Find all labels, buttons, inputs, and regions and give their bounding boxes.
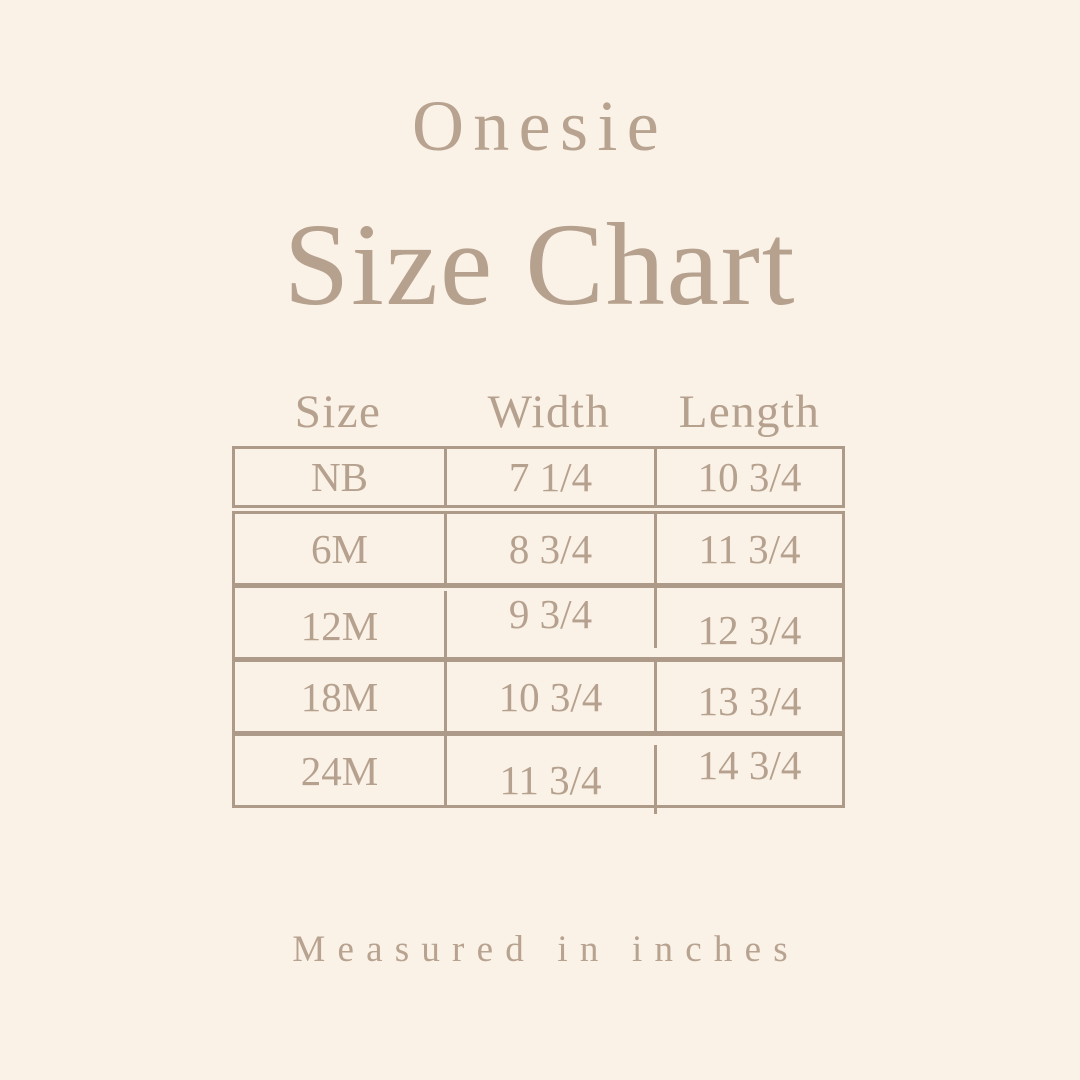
table-header-row: Size Width Length <box>232 383 845 441</box>
table-row-6m: 6M 8 3/4 11 3/4 <box>232 511 845 586</box>
cell-24m-size: 24M <box>235 736 447 805</box>
cell-nb-size: NB <box>235 449 447 505</box>
cell-12m-width: 9 3/4 <box>447 579 657 648</box>
table-row-24m: 24M 11 3/4 14 3/4 <box>232 733 845 814</box>
cell-6m-size: 6M <box>235 514 447 583</box>
cell-6m-length: 11 3/4 <box>698 525 801 572</box>
table-row-18m: 18M 10 3/4 13 3/4 <box>232 659 845 734</box>
column-header-length: Length <box>678 386 821 438</box>
page-title-size-chart: Size Chart <box>283 199 797 330</box>
cell-6m-width: 8 3/4 <box>447 514 657 583</box>
cell-18m-length: 13 3/4 <box>697 677 802 724</box>
cell-12m-length: 12 3/4 <box>697 606 802 653</box>
subtitle-onesie: Onesie <box>411 86 669 166</box>
table-row-nb: NB 7 1/4 10 3/4 <box>232 446 845 508</box>
cell-24m-length: 14 3/4 <box>697 741 802 788</box>
cell-nb-length: 10 3/4 <box>697 454 802 500</box>
cell-12m-size: 12M <box>235 591 447 660</box>
column-header-size: Size <box>294 386 382 438</box>
column-header-width: Width <box>487 386 611 438</box>
measurement-unit-note: Measured in inches <box>292 929 800 970</box>
cell-18m-width: 10 3/4 <box>447 662 657 731</box>
table-row-12m: 12M 9 3/4 12 3/4 <box>232 579 845 660</box>
cell-nb-width: 7 1/4 <box>447 449 657 505</box>
cell-24m-width: 11 3/4 <box>447 745 657 814</box>
size-table: NB 7 1/4 10 3/4 6M 8 3/4 11 3/4 12M 9 3/… <box>232 446 845 814</box>
cell-18m-size: 18M <box>235 662 447 731</box>
